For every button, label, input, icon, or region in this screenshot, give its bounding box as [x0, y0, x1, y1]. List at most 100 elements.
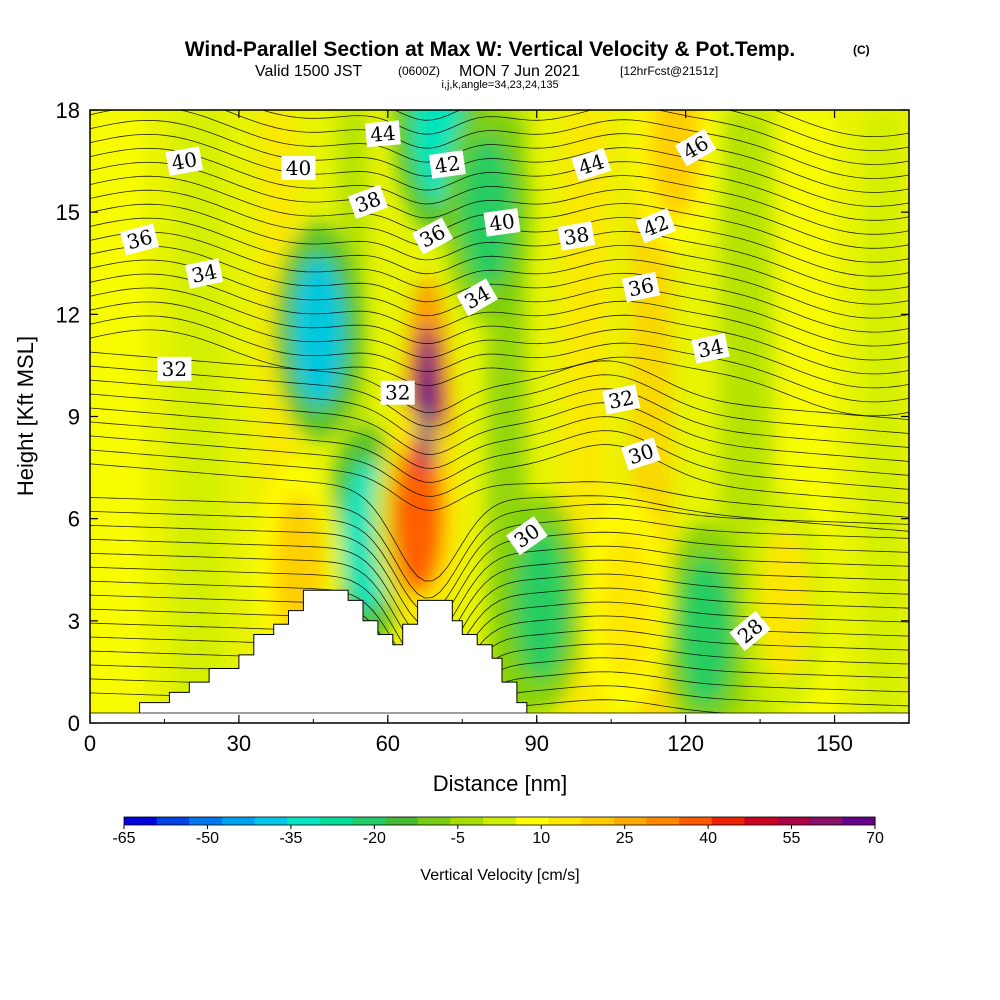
theta-contour-line	[90, 449, 909, 518]
contour-label-text: 32	[606, 385, 636, 414]
contour-label: 38	[557, 221, 596, 251]
contour-label-box	[165, 146, 204, 176]
colorbar-swatch	[842, 817, 876, 825]
y-tick-label: 15	[56, 200, 80, 225]
colorbar-swatch	[711, 817, 745, 825]
contour-label-text: 40	[286, 156, 311, 180]
contour-label-box	[601, 384, 641, 415]
contour-label-box	[483, 208, 521, 237]
y-tick-label: 0	[68, 711, 80, 736]
contour-label-text: 36	[626, 273, 656, 302]
theta-contour-line	[90, 636, 909, 723]
colorbar-tick-label: 10	[532, 830, 550, 847]
x-tick-label: 90	[524, 731, 548, 756]
theta-contour-line	[223, 110, 909, 179]
theta-contour-line	[90, 273, 909, 361]
velocity-core	[292, 255, 345, 408]
contour-label-text: 34	[189, 259, 219, 288]
theta-contour-line	[90, 329, 909, 417]
theta-contour-line	[90, 552, 909, 655]
theta-contour-line	[90, 421, 909, 490]
contour-label-box	[120, 223, 160, 256]
contour-label: 30	[621, 437, 661, 471]
contour-label-box	[411, 217, 454, 255]
chart-title: Wind-Parallel Section at Max W: Vertical…	[185, 38, 796, 61]
theta-contour-line	[393, 110, 909, 151]
contour-label-box	[621, 271, 661, 303]
colorbar-swatch	[483, 817, 517, 825]
valid-time-label: Valid 1500 JST	[255, 63, 363, 80]
contour-label: 42	[428, 150, 466, 179]
contour-label-box	[281, 155, 316, 180]
theta-contour-line	[90, 379, 909, 448]
theta-contour-line	[90, 524, 909, 627]
colorbar-swatch	[156, 817, 190, 825]
theta-contour-line	[90, 511, 909, 613]
theta-contour-line	[90, 259, 909, 347]
contour-label-text: 34	[696, 334, 726, 363]
colorbar-tick-label: 70	[866, 830, 884, 847]
field-band	[90, 110, 145, 723]
contour-label: 32	[157, 356, 192, 381]
colorbar-tick-label: -50	[196, 830, 219, 847]
contour-label-text: 32	[162, 357, 187, 381]
colorbar-swatch	[777, 817, 811, 825]
contour-label-box	[729, 610, 771, 652]
field-band	[174, 110, 225, 723]
velocity-core	[391, 442, 444, 595]
theta-contour-line	[90, 435, 909, 504]
contour-label-box	[621, 437, 661, 471]
theta-contour-line	[90, 147, 909, 235]
contour-label-text: 32	[385, 381, 410, 405]
valid-date-label: MON 7 Jun 2021	[459, 63, 580, 80]
y-tick-label: 6	[68, 507, 80, 532]
contour-label-box	[380, 380, 415, 405]
theta-contour-line	[90, 580, 909, 683]
velocity-core	[600, 527, 653, 680]
colorbar-swatch	[221, 817, 256, 825]
colorbar-tick-label: 25	[616, 830, 634, 847]
velocity-core	[679, 555, 732, 708]
contour-label: 28	[729, 610, 771, 652]
theta-contour-line	[90, 287, 909, 375]
contour-label-box	[635, 208, 677, 244]
contour-label: 40	[483, 208, 521, 237]
colorbar-swatch	[417, 817, 452, 825]
theta-contour-line	[90, 365, 909, 434]
theta-contour-line	[90, 301, 909, 389]
colorbar-frame	[123, 816, 876, 826]
y-tick-label: 18	[56, 98, 80, 123]
colorbar-swatch	[189, 817, 223, 825]
contour-label: 36	[621, 271, 661, 303]
colorbar-swatch	[515, 817, 550, 825]
theta-contour-line	[90, 110, 909, 193]
colorbar-swatch	[254, 817, 288, 825]
theta-contour-line	[90, 315, 909, 403]
theta-contour-line	[90, 133, 909, 221]
valid-utc-label: (0600Z)	[398, 64, 440, 78]
velocity-core	[461, 136, 514, 289]
theta-contour-line	[90, 217, 909, 305]
theta-contour-line	[90, 622, 909, 723]
colorbar-swatch	[809, 817, 843, 825]
colorbar-swatch	[352, 817, 386, 825]
colorbar-tick-label: -65	[112, 830, 135, 847]
colorbar-label: Vertical Velocity [cm/s]	[420, 867, 579, 884]
theta-contour-line	[90, 231, 909, 319]
contour-label-text: 44	[369, 121, 396, 147]
colorbar-swatch	[744, 817, 778, 825]
theta-contour-line	[90, 463, 909, 582]
colorbar-tick-label: 40	[699, 830, 717, 847]
colorbar-tick-label: -35	[279, 830, 302, 847]
colorbar-swatch	[319, 817, 354, 825]
x-tick-label: 60	[376, 731, 400, 756]
theta-contour-line	[261, 110, 909, 165]
colorbar-swatch	[581, 817, 615, 825]
colorbar-swatch	[385, 817, 419, 825]
contour-label: 32	[601, 384, 641, 415]
contour-label-box	[347, 184, 389, 219]
grid-indices-label: i,j,k,angle=34,23,24,135	[441, 79, 558, 91]
forecast-info-label: [12hrFcst@2151z]	[620, 64, 718, 78]
y-axis-label: Height [Kft MSL]	[13, 336, 38, 496]
